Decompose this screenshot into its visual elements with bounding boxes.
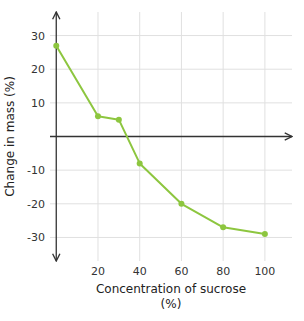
series [53, 43, 268, 237]
x-axis [50, 136, 292, 137]
y-tick-label: 20 [31, 63, 45, 76]
y-tick-label: -10 [27, 164, 45, 177]
grid-line-y [50, 102, 292, 103]
x-tick-label: 80 [216, 265, 230, 278]
grid-line-y [50, 170, 292, 171]
point [220, 224, 226, 230]
x-tick-label: 60 [174, 265, 188, 278]
point [53, 43, 59, 49]
x-axis-label-line: (%) [161, 297, 182, 311]
tick-labels: 20 40 60 80 100 -30 -20 -10 10 20 30 [27, 30, 275, 278]
y-axis [56, 12, 57, 261]
y-axis-label: Change in mass (%) [3, 76, 17, 197]
x-axis-label-line: Concentration of sucrose [96, 282, 246, 296]
point [95, 113, 101, 119]
grid-line-y [50, 203, 292, 204]
x-axis-label: Concentration of sucrose(%) [96, 282, 246, 311]
y-tick-label: -20 [27, 198, 45, 211]
grid-line-y [50, 237, 292, 238]
grid [50, 12, 292, 261]
point [178, 201, 184, 207]
grid-line-y [50, 35, 292, 36]
point [116, 117, 122, 123]
x-tick-label: 40 [133, 265, 147, 278]
chart: 20 40 60 80 100 -30 -20 -10 10 20 30 Concentration … [0, 0, 304, 321]
y-tick-label: 30 [31, 30, 45, 43]
point [262, 231, 268, 237]
x-tick-label: 20 [91, 265, 105, 278]
y-tick-label: -30 [27, 231, 45, 244]
line [56, 46, 265, 234]
point [137, 160, 143, 166]
y-tick-label: 10 [31, 97, 45, 110]
x-tick-label: 100 [254, 265, 275, 278]
grid-line-y [50, 69, 292, 70]
chart-container: 20 40 60 80 100 -30 -20 -10 10 20 30 Concentration … [0, 0, 304, 321]
